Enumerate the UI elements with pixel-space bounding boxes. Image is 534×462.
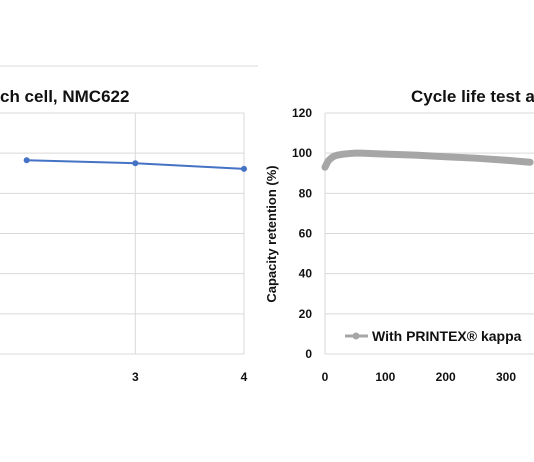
right-y-tick-label: 100 [292, 146, 312, 160]
left-data-point [241, 165, 247, 172]
left-x-tick-label: 4 [241, 370, 248, 384]
left-x-tick-label: 3 [132, 370, 139, 384]
left-data-point [132, 160, 139, 167]
right-y-tick-label: 60 [299, 227, 313, 241]
left-chart-series [23, 157, 247, 172]
right-chart-series [321, 149, 534, 171]
right-y-tick-label: 40 [299, 267, 313, 281]
right-chart-y-ticks: 0 20 40 60 80 100 120 [292, 106, 312, 361]
right-y-tick-label: 120 [292, 106, 312, 120]
legend-entry-label: With PRINTEX® kappa [372, 328, 522, 344]
right-chart-legend: With PRINTEX® kappa [345, 328, 522, 344]
right-series-line [321, 149, 534, 171]
right-y-tick-label: 0 [305, 347, 312, 361]
right-x-tick-label: 200 [436, 370, 456, 384]
right-chart-title: Cycle life test a [411, 87, 534, 106]
right-x-tick-label: 0 [322, 370, 329, 384]
left-data-point [23, 157, 30, 164]
left-chart-title: ch cell, NMC622 [0, 87, 129, 106]
left-chart-gridlines [0, 112, 245, 355]
right-chart-x-ticks: 0 100 200 300 [322, 370, 517, 384]
right-y-tick-label: 80 [299, 186, 313, 200]
right-y-tick-label: 20 [299, 307, 313, 321]
right-x-tick-label: 300 [496, 370, 516, 384]
right-chart-gridlines [324, 112, 534, 355]
right-chart-y-axis-label: Capacity retention (%) [264, 165, 279, 302]
right-chart: Cycle life test a 0 20 40 60 80 100 120 0 100 20… [264, 87, 534, 384]
right-x-tick-label: 100 [375, 370, 395, 384]
legend-marker-swatch [352, 332, 360, 340]
